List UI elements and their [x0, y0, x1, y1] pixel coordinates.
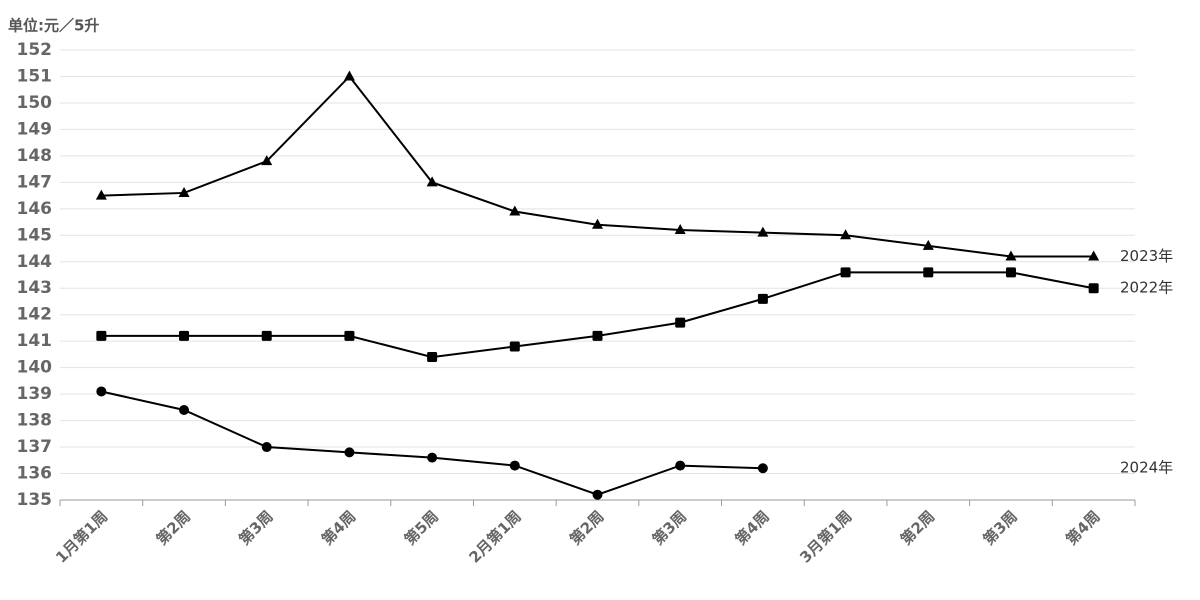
x-tick-label: 第3周 [235, 507, 276, 548]
y-tick-label: 150 [17, 93, 53, 113]
series-label: 2024年 [1120, 459, 1173, 477]
point [509, 205, 521, 216]
x-tick-label: 第4周 [318, 507, 359, 548]
series-label: 2023年 [1120, 247, 1173, 265]
series-line [101, 390, 763, 496]
point [675, 317, 686, 328]
x-tick-label: 第4周 [1062, 507, 1103, 548]
x-tick-label: 2月第1周 [466, 507, 525, 566]
y-tick-label: 145 [17, 225, 53, 245]
x-tick-label: 3月第1周 [796, 507, 855, 566]
x-tick-label: 第2周 [897, 507, 938, 548]
x-tick-label: 第3周 [649, 507, 690, 548]
y-tick-label: 147 [17, 172, 53, 192]
y-tick-label: 146 [17, 199, 53, 219]
point [261, 155, 273, 166]
point [427, 352, 438, 363]
point [674, 224, 686, 234]
point [757, 226, 769, 237]
x-tick-label: 第2周 [153, 507, 194, 548]
y-tick-label: 142 [17, 305, 53, 325]
point [96, 386, 107, 397]
point [261, 330, 272, 341]
point [922, 239, 934, 250]
y-tick-label: 144 [17, 252, 53, 272]
point [179, 405, 190, 415]
point [757, 293, 768, 304]
point [757, 463, 768, 474]
point [840, 267, 851, 278]
point [1088, 250, 1100, 261]
y-tick-label: 152 [17, 40, 53, 60]
y-tick-label: 135 [17, 490, 53, 510]
point [95, 189, 107, 200]
y-tick-label: 141 [17, 331, 53, 351]
x-tick-label: 第4周 [732, 507, 773, 548]
point [426, 176, 438, 187]
point [1005, 250, 1017, 261]
point [923, 267, 934, 278]
y-tick-label: 139 [17, 384, 53, 404]
point [675, 460, 686, 471]
x-tick-label: 第2周 [566, 507, 607, 548]
point [178, 186, 190, 197]
series-line [101, 74, 1094, 258]
y-tick-label: 140 [17, 358, 53, 378]
point [592, 218, 603, 229]
point [1088, 283, 1099, 294]
point [344, 447, 355, 458]
point [509, 460, 520, 471]
y-tick-label: 136 [17, 464, 53, 484]
point [840, 229, 852, 240]
point [343, 70, 355, 81]
point [509, 341, 520, 352]
y-tick-label: 137 [17, 437, 53, 457]
y-tick-label: 151 [17, 66, 53, 86]
y-tick-label: 143 [17, 278, 53, 298]
y-tick-label: 149 [17, 119, 53, 139]
point [1005, 267, 1016, 278]
x-tick-label: 第5周 [401, 507, 442, 548]
point [344, 330, 355, 341]
point [261, 442, 272, 453]
x-tick-label: 第3周 [980, 507, 1021, 548]
x-tick-label: 1月第1周 [52, 507, 111, 566]
point [179, 330, 190, 341]
y-tick-label: 138 [17, 411, 53, 431]
point [427, 452, 438, 463]
point [592, 330, 603, 341]
point [592, 489, 603, 500]
series-label: 2022年 [1120, 279, 1173, 297]
point [96, 330, 107, 341]
y-tick-label: 148 [17, 146, 53, 166]
unit-label: 单位:元／5升 [8, 17, 99, 35]
